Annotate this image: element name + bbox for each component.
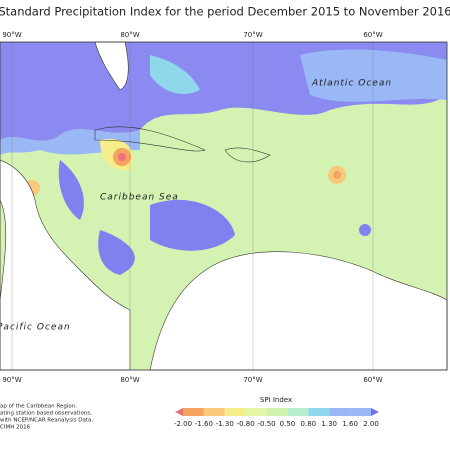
legend-swatch — [350, 408, 371, 416]
lon-label: 80°W — [120, 31, 139, 39]
legend-label: -1.60 — [195, 420, 213, 428]
place-label: Caribbean Sea — [100, 193, 179, 203]
note: CIMH 2016 — [0, 425, 31, 431]
lon-label: 70°W — [243, 31, 262, 39]
lon-label: 70°W — [243, 376, 262, 384]
lon-label: 60°W — [363, 31, 382, 39]
note: with NCEP/NCAR Reanalysis Data. — [0, 418, 93, 424]
legend-label: -0.50 — [257, 420, 275, 428]
legend-label: -2.00 — [174, 420, 192, 428]
legend: -2.00 -1.60 -1.30 -0.80 -0.50 0.50 0.80 1.30 1.6… — [174, 408, 379, 428]
lon-label: 90°W — [2, 376, 21, 384]
legend-label: -1.30 — [216, 420, 234, 428]
legend-arrow — [175, 408, 183, 416]
lon-label: 90°W — [2, 31, 21, 39]
legend-swatch — [266, 408, 288, 416]
legend-label: -0.80 — [237, 420, 255, 428]
legend-label: 1.60 — [342, 420, 358, 428]
lon-label: 60°W — [363, 376, 382, 384]
legend-swatch — [308, 408, 330, 416]
lon-label: 80°W — [120, 376, 139, 384]
place-label: Pacific Ocean — [0, 323, 71, 333]
legend-swatch — [224, 408, 246, 416]
legend-swatch — [183, 408, 204, 416]
legend-label: 0.80 — [301, 420, 317, 428]
legend-label: 0.50 — [280, 420, 296, 428]
note: ating station based observations, — [0, 411, 92, 417]
legend-swatch — [287, 408, 309, 416]
note: ap of the Caribbean Region. — [0, 404, 77, 410]
place-label: Atlantic Ocean — [311, 79, 392, 89]
legend-title: SPI Index — [260, 396, 292, 404]
legend-swatch — [329, 408, 351, 416]
title: Standard Precipitation Index for the per… — [0, 5, 450, 19]
legend-label: 1.30 — [321, 420, 337, 428]
legend-swatch — [203, 408, 225, 416]
legend-swatch — [245, 408, 267, 416]
map — [0, 41, 448, 371]
legend-arrow — [371, 408, 379, 416]
legend-label: 2.00 — [363, 420, 379, 428]
